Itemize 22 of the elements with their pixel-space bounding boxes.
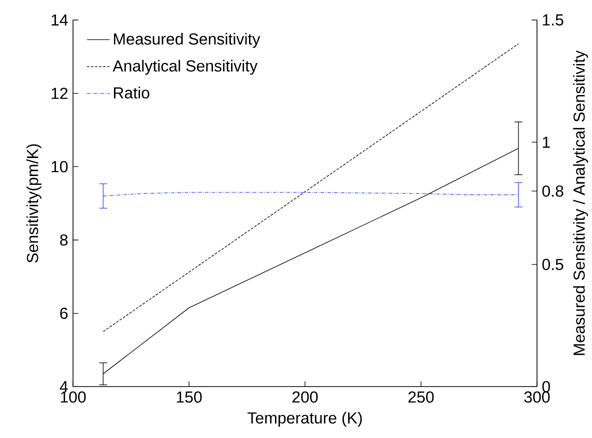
x-tick-label: 200 xyxy=(292,391,318,403)
y-tick-label: 12 xyxy=(52,88,68,99)
legend-label: Ratio xyxy=(114,86,150,99)
y-axis-title: Sensitivity(pm/K) xyxy=(26,144,42,263)
x-axis-title: Temperature (K) xyxy=(248,412,362,427)
y2-tick-label: 1.5 xyxy=(542,14,564,26)
y2-axis-title: Measured Sensitivity / Analytical Sensitivity xyxy=(573,50,588,355)
y-tick-label: 14 xyxy=(52,14,68,26)
y2-tick-label: 1 xyxy=(542,136,550,148)
legend-label: Measured Sensitivity xyxy=(114,32,260,48)
x-tick-label: 250 xyxy=(408,391,434,403)
y-tick-label: 8 xyxy=(60,234,68,246)
x-tick-label: 100 xyxy=(60,391,86,403)
x-tick-label: 150 xyxy=(176,391,202,403)
y-tick-label: 10 xyxy=(52,160,68,172)
y2-tick-label: 0.5 xyxy=(542,258,564,270)
x-tick-label: 300 xyxy=(524,391,550,403)
y2-tick-label: 0.8 xyxy=(542,185,564,197)
legend-label: Analytical Sensitivity xyxy=(112,60,258,75)
y-tick-label: 6 xyxy=(60,308,68,319)
y-tick-label: 4 xyxy=(60,381,68,392)
y2-tick-label: 0 xyxy=(542,380,550,392)
